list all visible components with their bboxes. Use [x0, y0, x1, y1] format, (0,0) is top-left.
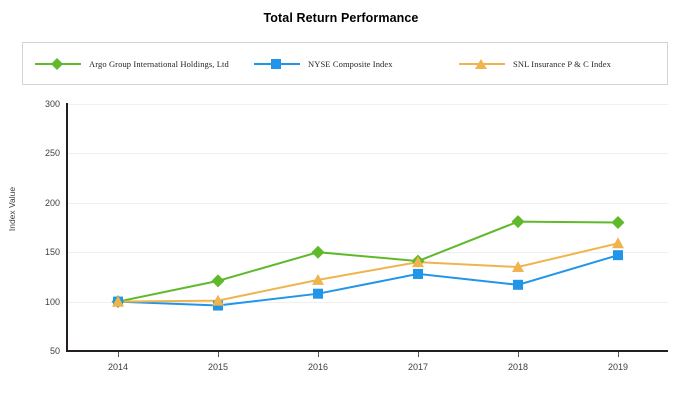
- data-point-marker: [512, 261, 524, 273]
- x-axis-tick-label: 2016: [307, 362, 329, 372]
- legend-label-nyse-composite: NYSE Composite Index: [308, 58, 393, 69]
- series-line: [117, 220, 619, 303]
- data-point-marker: [613, 250, 623, 261]
- legend-label-argo-group: Argo Group International Holdings, Ltd: [89, 58, 229, 69]
- data-point-marker: [312, 273, 324, 285]
- legend-marker-nyse-composite: [254, 57, 300, 71]
- y-axis-tick-label: 200: [44, 197, 60, 208]
- gridline: [68, 301, 668, 303]
- x-axis-tick: [218, 352, 219, 357]
- data-point-marker: [611, 216, 625, 230]
- x-axis-tick: [318, 352, 319, 357]
- y-axis-tick-label: 100: [44, 296, 60, 307]
- chart-legend: Argo Group International Holdings, Ltd N…: [22, 42, 668, 85]
- data-point-marker: [212, 294, 224, 306]
- y-axis-tick-label: 250: [44, 148, 60, 159]
- x-axis-tick: [118, 352, 119, 357]
- data-point-marker: [412, 256, 424, 268]
- y-axis-tick-labels: 50 100 150 200 250 300: [8, 0, 60, 400]
- x-axis-tick-label: 2018: [507, 362, 529, 372]
- series-line: [117, 242, 619, 303]
- data-point-marker: [313, 288, 323, 299]
- x-axis-tick-label: 2014: [107, 362, 129, 372]
- x-axis-tick: [418, 352, 419, 357]
- legend-marker-snl-insurance: [459, 57, 505, 71]
- gridline: [68, 202, 668, 204]
- gridline: [68, 104, 668, 105]
- y-axis-line: [66, 103, 68, 352]
- x-axis-tick-label: 2019: [607, 362, 629, 372]
- triangle-marker-icon: [475, 58, 487, 69]
- legend-marker-argo-group: [35, 57, 81, 71]
- y-axis-tick-label: 300: [44, 99, 60, 109]
- gridline: [68, 153, 668, 155]
- square-marker-icon: [271, 58, 281, 69]
- data-point-marker: [413, 268, 423, 279]
- gridline: [68, 252, 668, 254]
- x-axis-tick: [618, 352, 619, 357]
- x-axis-tick-label: 2017: [407, 362, 429, 372]
- legend-label-snl-insurance: SNL Insurance P & C Index: [513, 58, 611, 69]
- data-point-marker: [513, 279, 523, 290]
- x-axis-tick-label: 2015: [207, 362, 229, 372]
- legend-item-nyse-composite[interactable]: NYSE Composite Index: [254, 43, 393, 84]
- series-line: [117, 254, 619, 307]
- diamond-marker-icon: [51, 57, 63, 70]
- data-point-marker: [612, 237, 624, 249]
- legend-item-argo-group[interactable]: Argo Group International Holdings, Ltd: [35, 43, 229, 84]
- data-point-marker: [311, 245, 325, 259]
- x-axis-tick: [518, 352, 519, 357]
- plot-area: [68, 104, 668, 351]
- y-axis-tick-label: 50: [49, 346, 60, 356]
- chart-title: Total Return Performance: [263, 11, 419, 25]
- x-axis-line: [66, 350, 668, 352]
- data-point-marker: [112, 295, 124, 307]
- y-axis-tick-label: 150: [44, 247, 60, 258]
- legend-item-snl-insurance[interactable]: SNL Insurance P & C Index: [459, 43, 611, 84]
- data-point-marker: [511, 215, 525, 229]
- data-point-marker: [211, 274, 225, 288]
